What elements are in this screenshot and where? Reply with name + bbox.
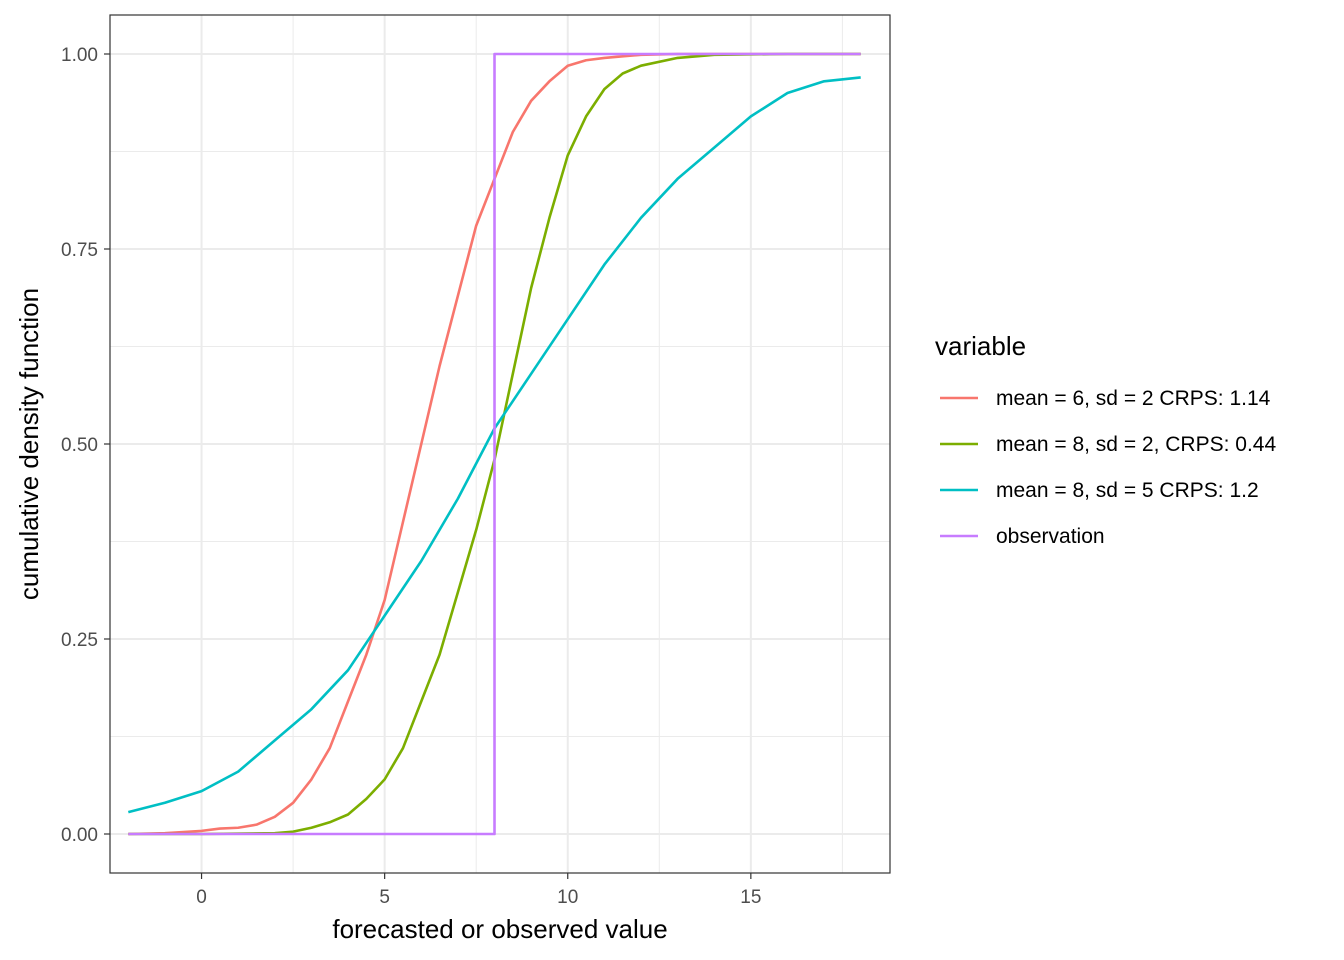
major-gridlines — [110, 15, 890, 873]
series-line-1 — [128, 52, 861, 836]
legend: variable mean = 6, sd = 2 CRPS: 1.14mean… — [935, 331, 1276, 548]
x-tick-label: 10 — [557, 887, 578, 908]
series-line-4 — [128, 52, 861, 836]
x-tick-label: 15 — [740, 887, 761, 908]
x-axis-title: forecasted or observed value — [332, 914, 667, 944]
y-tick-label: 1.00 — [61, 45, 98, 66]
y-axis-title: cumulative density function — [14, 288, 44, 600]
y-tick-label: 0.25 — [61, 630, 98, 651]
legend-label-2: mean = 8, sd = 2, CRPS: 0.44 — [996, 433, 1276, 456]
legend-items: mean = 6, sd = 2 CRPS: 1.14 mean = 8, sd … — [940, 387, 1276, 548]
x-axis-ticks: 0 5 10 15 — [196, 873, 761, 908]
y-tick-label: 0.00 — [61, 825, 98, 846]
y-axis-ticks: 0.00 0.25 0.50 0.75 1.00 — [61, 45, 110, 846]
legend-label-1: mean = 6, sd = 2 CRPS: 1.14 — [996, 387, 1271, 410]
legend-title: variable — [935, 331, 1026, 361]
y-tick-label: 0.75 — [61, 240, 98, 261]
x-tick-label: 5 — [379, 887, 390, 908]
y-tick-label: 0.50 — [61, 435, 98, 456]
legend-label-3: mean = 8, sd = 5 CRPS: 1.2 — [996, 479, 1259, 502]
series-lines — [127, 52, 861, 836]
series-line-2 — [128, 52, 861, 836]
x-tick-label: 0 — [196, 887, 207, 908]
legend-label-4: observation — [996, 525, 1105, 548]
